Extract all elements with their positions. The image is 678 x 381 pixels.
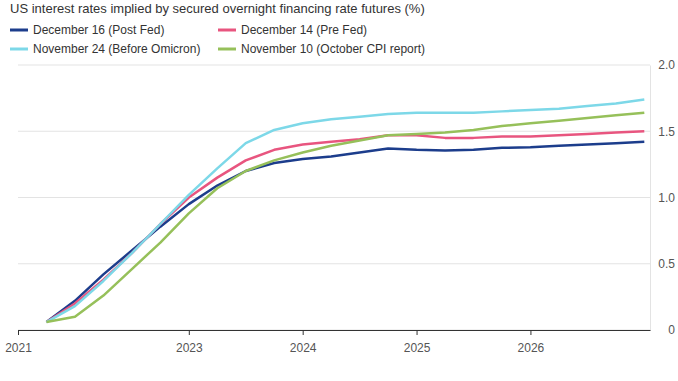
legend-item: December 14 (Pre Fed) [218, 23, 367, 37]
x-tick-mark [18, 330, 19, 335]
x-tick-mark [417, 330, 418, 335]
y-tick-label: 0 [668, 323, 675, 337]
x-tick: 2026 [518, 330, 545, 355]
y-axis-line [650, 66, 651, 331]
series-line [46, 131, 644, 322]
x-tick: 2021 [5, 330, 32, 355]
x-tick: 2024 [290, 330, 317, 355]
legend-label: December 14 (Pre Fed) [241, 23, 367, 37]
lines [46, 99, 644, 322]
y-tick: 0 [650, 323, 675, 337]
grid-line [18, 197, 650, 198]
y-tick: 0.5 [650, 257, 675, 271]
series-line [46, 113, 644, 322]
grid [18, 65, 650, 330]
chart: US interest rates implied by secured ove… [0, 0, 678, 381]
legend-label: November 24 (Before Omicron) [33, 42, 200, 56]
x-tick-mark [530, 330, 531, 335]
y-axis: 0 0.5 1.0 1.5 2.0 [650, 58, 675, 337]
title: US interest rates implied by secured ove… [10, 1, 425, 16]
legend-swatch [218, 48, 236, 51]
grid-line [18, 330, 650, 331]
series-line [46, 99, 644, 322]
legend-label: November 10 (October CPI report) [241, 42, 425, 56]
y-tick-label: 1.5 [658, 125, 675, 139]
x-tick: 2025 [404, 330, 431, 355]
x-tick: 2023 [176, 330, 203, 355]
x-tick-mark [303, 330, 304, 335]
grid-line [18, 65, 650, 66]
y-tick: 2.0 [650, 58, 675, 72]
y-tick-label: 2.0 [658, 58, 675, 72]
legend-swatch [10, 48, 28, 51]
x-axis: 2021 2023 2024 2025 2026 [5, 330, 650, 355]
series-line [46, 142, 644, 322]
grid-line [18, 263, 650, 264]
x-axis-line [19, 330, 651, 331]
y-tick: 1.5 [650, 125, 675, 139]
legend-item: December 16 (Post Fed) [10, 23, 164, 37]
legend-swatch [10, 29, 28, 32]
legend-swatch [218, 29, 236, 32]
y-tick-label: 0.5 [658, 257, 675, 271]
x-tick-label: 2026 [518, 341, 545, 355]
y-tick: 1.0 [650, 191, 675, 205]
x-tick-mark [189, 330, 190, 335]
grid-line [18, 131, 650, 132]
x-tick-label: 2021 [5, 341, 32, 355]
legend: December 16 (Post Fed) December 14 (Pre F… [10, 23, 425, 56]
x-tick-label: 2024 [290, 341, 317, 355]
legend-item: November 10 (October CPI report) [218, 42, 425, 56]
legend-label: December 16 (Post Fed) [33, 23, 164, 37]
y-tick-label: 1.0 [658, 191, 675, 205]
legend-item: November 24 (Before Omicron) [10, 42, 200, 56]
x-tick-label: 2025 [404, 341, 431, 355]
x-tick-label: 2023 [176, 341, 203, 355]
